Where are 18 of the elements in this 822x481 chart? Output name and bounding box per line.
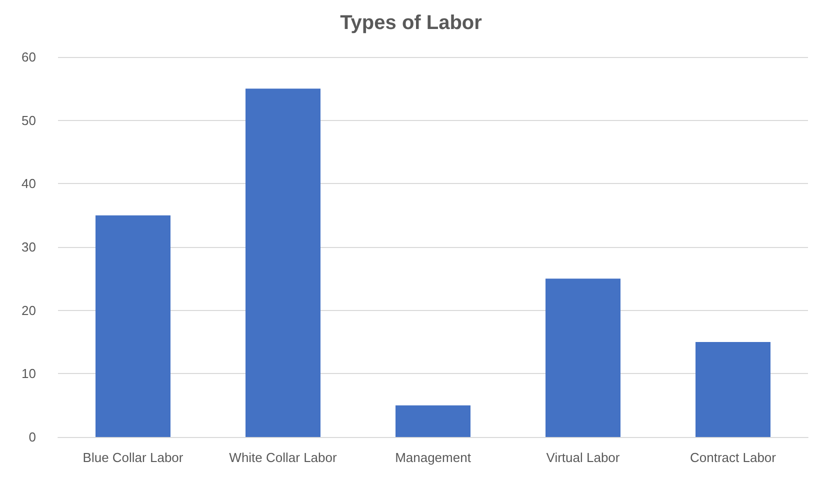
x-tick-label: Virtual Labor [546,450,620,465]
y-tick-label: 20 [22,302,36,318]
x-tick-label: Blue Collar Labor [82,450,184,465]
chart-title: Types of Labor [340,12,482,34]
x-tick-label: White Collar Labor [229,450,338,465]
y-tick-label: 30 [22,240,36,254]
y-tick-label: 10 [22,366,36,382]
bar [546,278,620,437]
y-tick-label: 0 [28,430,36,444]
x-tick-label: Management [395,450,472,465]
x-tick-label: Contract Labor [690,450,777,465]
bar [696,342,770,437]
bar [396,405,470,437]
y-tick-label: 50 [22,112,36,128]
y-tick-label: 40 [22,176,36,192]
bar [96,215,170,437]
y-tick-label: 60 [22,50,36,64]
bar [246,88,320,437]
